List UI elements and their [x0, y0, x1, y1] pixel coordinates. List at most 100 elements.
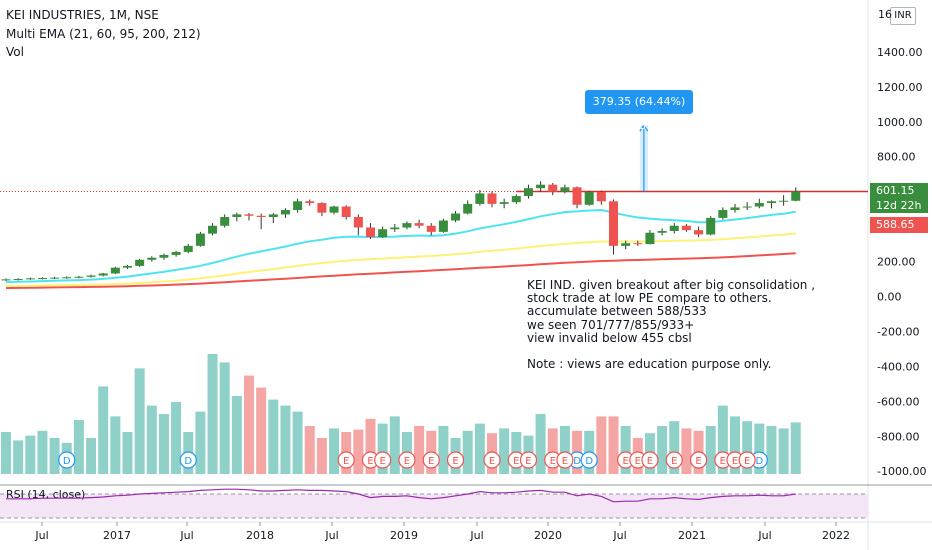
candle-body: [62, 277, 72, 279]
candle-body: [159, 254, 169, 258]
volume-bar: [754, 423, 765, 474]
earnings-marker-label: E: [622, 456, 628, 467]
note-line: view invalid below 455 cbsl: [527, 330, 692, 345]
volume-bar: [717, 405, 728, 474]
candle-body: [523, 188, 533, 197]
earnings-marker-label: E: [671, 456, 677, 467]
candle-body: [208, 225, 218, 234]
time-axis-label: Jul: [757, 529, 771, 542]
candle-body: [232, 214, 242, 218]
dividend-marker: [179, 451, 197, 469]
candle-body: [13, 279, 23, 281]
candle-body: [135, 259, 145, 266]
candle-body: [779, 200, 789, 202]
volume-bar: [547, 428, 558, 474]
volume-bar: [244, 375, 254, 474]
earnings-marker-label: E: [452, 456, 458, 467]
time-axis-label: 2017: [103, 529, 131, 542]
earnings-marker: [398, 451, 416, 469]
earnings-marker-label: E: [720, 456, 726, 467]
dividend-marker-label: D: [585, 456, 593, 467]
candle-body: [669, 225, 679, 231]
earnings-marker-label: E: [513, 456, 519, 467]
annotation-note: KEI IND. given breakout after big consol…: [527, 278, 827, 372]
note-line: accumulate between 588/533: [527, 304, 707, 319]
earnings-marker-label: E: [550, 456, 556, 467]
earnings-marker: [337, 451, 355, 469]
time-axis-label: Jul: [324, 529, 338, 542]
dividend-marker-label: D: [573, 456, 581, 467]
candle-body: [123, 265, 132, 268]
volume-bar: [13, 440, 24, 474]
candle-body: [414, 223, 424, 226]
candle-body: [548, 184, 558, 192]
candle-body: [633, 243, 643, 245]
candle-body: [353, 217, 363, 228]
candle-body: [110, 267, 120, 274]
earnings-marker-label: E: [695, 456, 701, 467]
price-axis-tick: 800.00: [877, 151, 916, 164]
candle-body: [220, 217, 230, 226]
volume-legend[interactable]: Vol: [6, 45, 24, 59]
time-axis-label: 2020: [534, 529, 562, 542]
volume-bar: [462, 430, 473, 474]
candle-body: [621, 243, 631, 246]
earnings-marker-label: E: [732, 456, 738, 467]
note-line: stock trade at low PE compare to others.: [527, 291, 772, 306]
volume-bar: [742, 421, 753, 474]
candle-body: [25, 278, 35, 280]
earnings-marker: [446, 451, 465, 469]
candle-body: [742, 206, 752, 208]
candle-body: [147, 257, 157, 260]
volume-bar: [86, 438, 97, 474]
volume-bar: [25, 435, 36, 474]
volume-bar: [620, 426, 631, 474]
price-axis-tick: 1000.00: [877, 116, 923, 129]
volume-bar: [669, 421, 680, 474]
note-line: Note : views are education purpose only.: [527, 357, 772, 372]
price-axis-tick: 0.00: [877, 291, 902, 304]
axis-top-partial-label: 16: [878, 8, 892, 21]
volume-bar: [778, 428, 789, 474]
volume-bar: [389, 416, 400, 474]
earnings-marker-label: E: [647, 456, 653, 467]
volume-bar: [73, 420, 84, 474]
candle-body: [98, 273, 108, 276]
multi-ema-legend[interactable]: Multi EMA (21, 60, 95, 200, 212): [6, 27, 201, 41]
volume-bar: [122, 432, 133, 474]
candle-body: [718, 210, 728, 218]
ema-21-line: [5, 208, 796, 284]
candle-body: [390, 227, 400, 230]
price-axis-tick: 200.00: [877, 256, 916, 269]
candle-body: [305, 201, 315, 204]
candle-body: [657, 230, 667, 233]
earnings-marker: [738, 451, 756, 469]
candle-body: [329, 206, 339, 213]
time-axis-label: Jul: [179, 529, 193, 542]
volume-bar: [195, 411, 206, 474]
candle-body: [766, 201, 776, 204]
volume-bar: [231, 396, 242, 474]
candle-body: [511, 196, 521, 203]
volume-bar: [207, 354, 218, 474]
earnings-marker-label: E: [404, 456, 410, 467]
price-axis-tick: -400.00: [877, 360, 919, 373]
currency-button[interactable]: INR: [890, 7, 916, 25]
candle-body: [572, 187, 582, 205]
measure-callout: 379.35 (64.44%) 7587: [585, 90, 693, 132]
candle-body: [560, 187, 570, 192]
earnings-marker: [641, 451, 659, 469]
candle-body: [426, 225, 436, 232]
price-axis-tick: 1400.00: [877, 46, 923, 59]
time-axis-label: Jul: [612, 529, 626, 542]
price-axis-tick: 1200.00: [877, 81, 923, 94]
candle-body: [706, 217, 716, 235]
candle-body: [438, 220, 448, 232]
candle-body: [451, 213, 461, 221]
volume-bar: [608, 416, 619, 474]
volume-bar: [158, 414, 169, 474]
price-axis-tick: -200.00: [877, 325, 919, 338]
candle-body: [171, 251, 181, 255]
earnings-marker-label: E: [367, 456, 373, 467]
